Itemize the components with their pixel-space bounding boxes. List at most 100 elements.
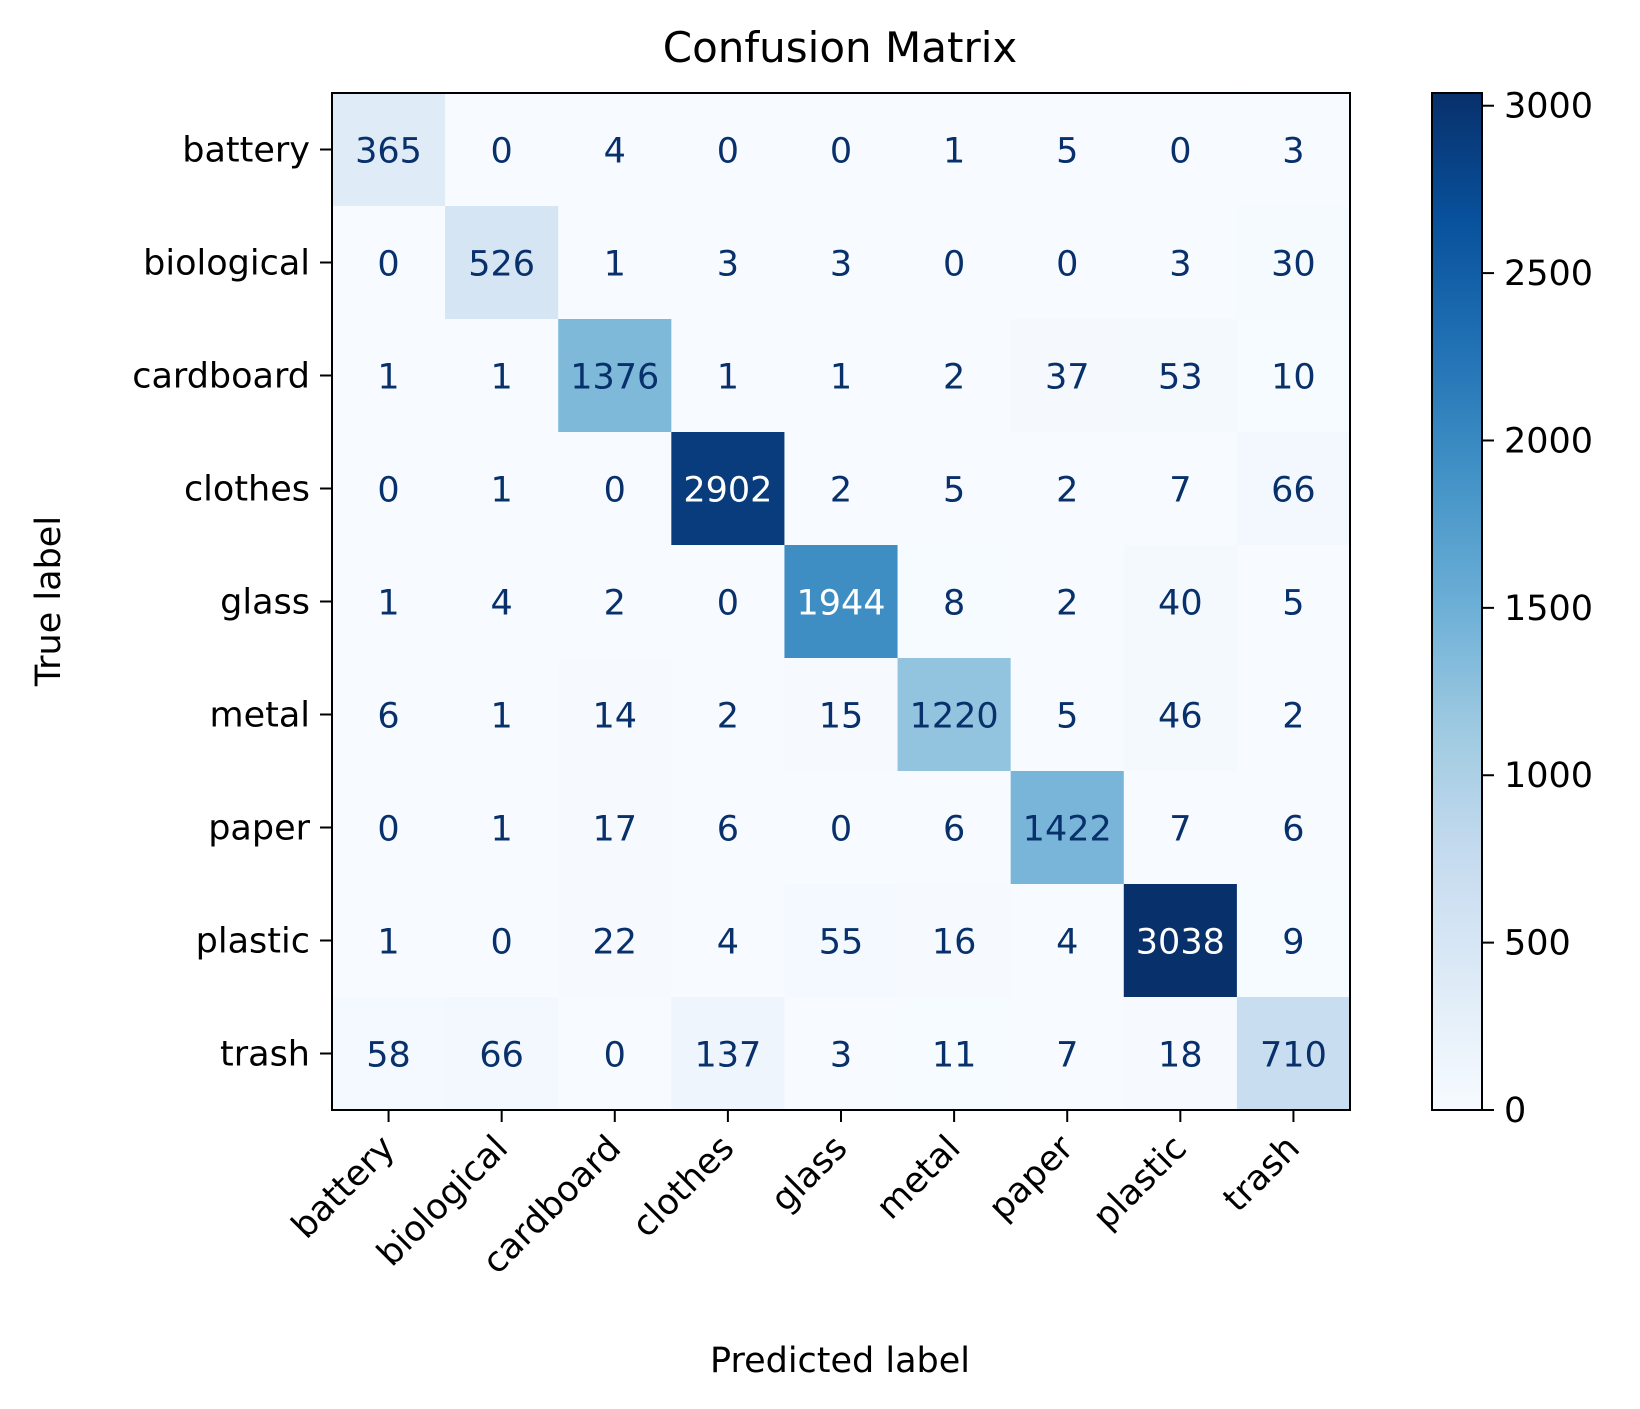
heatmap-cell-battery-cardboard: [558, 93, 672, 207]
heatmap-cell-clothes-metal: [897, 432, 1012, 546]
cell-value-label: 46: [1158, 697, 1203, 737]
heatmap-cell-cardboard-clothes: [671, 319, 786, 433]
cell-value-label: 9: [1282, 923, 1304, 963]
heatmap-cell-paper-metal: [897, 771, 1012, 885]
heatmap-cell-trash-trash: [1236, 997, 1351, 1111]
cell-value-label: 1: [717, 358, 739, 398]
y-tick-label-metal: metal: [209, 696, 310, 736]
heatmap-cell-battery-glass: [784, 93, 899, 207]
heatmap-cell-biological-paper: [1010, 206, 1125, 320]
heatmap-cell-cardboard-glass: [784, 319, 899, 433]
cell-value-label: 66: [1271, 471, 1316, 511]
cell-value-label: 0: [1169, 132, 1191, 172]
heatmap-cell-metal-clothes: [671, 658, 786, 772]
cell-value-label: 3: [830, 245, 852, 285]
cell-value-label: 7: [1169, 810, 1191, 850]
cell-value-label: 1: [491, 697, 513, 737]
colorbar-tick-label: 1000: [1504, 756, 1593, 796]
heatmap-cell-battery-plastic: [1123, 93, 1238, 207]
heatmap-cell-clothes-cardboard: [558, 432, 672, 546]
cell-value-label: 0: [491, 923, 513, 963]
heatmap-cell-battery-trash: [1236, 93, 1351, 207]
heatmap-cell-plastic-clothes: [671, 884, 786, 998]
heatmap-cell-metal-biological: [445, 658, 559, 772]
colorbar-tick-label: 2500: [1504, 254, 1593, 294]
heatmap-cell-paper-cardboard: [558, 771, 672, 885]
heatmap-cell-trash-biological: [445, 997, 559, 1111]
cell-value-label: 1: [830, 358, 852, 398]
cell-value-label: 14: [593, 697, 638, 737]
heatmap-cell-cardboard-biological: [445, 319, 559, 433]
heatmap-cell-clothes-glass: [784, 432, 899, 546]
cell-value-label: 0: [943, 245, 965, 285]
heatmap-cell-plastic-biological: [445, 884, 559, 998]
heatmap-cell-plastic-cardboard: [558, 884, 672, 998]
cell-value-label: 15: [819, 697, 864, 737]
cell-value-label: 0: [717, 132, 739, 172]
heatmap-cell-paper-paper: [1010, 771, 1125, 885]
heatmap-cell-clothes-battery: [332, 432, 446, 546]
cell-value-label: 17: [593, 810, 638, 850]
y-tick-label-paper: paper: [208, 809, 310, 849]
heatmap-cell-glass-biological: [445, 545, 559, 659]
heatmap-cell-battery-battery: [332, 93, 446, 207]
cell-value-label: 7: [1056, 1036, 1078, 1076]
heatmap-cell-glass-trash: [1236, 545, 1351, 659]
y-axis-title: True label: [29, 516, 69, 687]
cell-value-label: 2: [830, 471, 852, 511]
heatmap-cell-biological-trash: [1236, 206, 1351, 320]
heatmap-cell-cardboard-cardboard: [558, 319, 672, 433]
cell-value-label: 3: [1169, 245, 1191, 285]
cell-value-label: 1: [377, 358, 399, 398]
heatmap-cell-biological-battery: [332, 206, 446, 320]
cell-value-label: 11: [932, 1036, 977, 1076]
cell-value-label: 2: [717, 697, 739, 737]
cell-value-label: 1: [943, 132, 965, 172]
cell-value-label: 1376: [570, 358, 659, 398]
cell-value-label: 1: [491, 358, 513, 398]
cell-value-label: 6: [1282, 810, 1304, 850]
cell-value-label: 3038: [1136, 923, 1225, 963]
heatmap-cell-plastic-plastic: [1123, 884, 1238, 998]
heatmap-cell-glass-paper: [1010, 545, 1125, 659]
cell-value-label: 5: [1056, 132, 1078, 172]
y-tick-label-battery: battery: [182, 131, 310, 171]
y-axis: battery biological cardboard clothes glass me…: [132, 131, 332, 1075]
heatmap-cell-glass-battery: [332, 545, 446, 659]
heatmap-cell-metal-trash: [1236, 658, 1351, 772]
cell-value-label: 0: [377, 245, 399, 285]
heatmap-cell-trash-metal: [897, 997, 1012, 1111]
colorbar-tick-label: 2000: [1504, 421, 1593, 461]
cell-value-label: 1: [604, 245, 626, 285]
cell-value-label: 40: [1158, 584, 1203, 624]
y-tick-label-glass: glass: [220, 583, 310, 623]
heatmap-cell-biological-glass: [784, 206, 899, 320]
heatmap-cell-glass-glass: [784, 545, 899, 659]
heatmap-cell-paper-trash: [1236, 771, 1351, 885]
heatmap-cell-plastic-trash: [1236, 884, 1351, 998]
heatmap-cell-clothes-biological: [445, 432, 559, 546]
cell-value-label: 37: [1045, 358, 1090, 398]
heatmap-cell-cardboard-plastic: [1123, 319, 1238, 433]
heatmap-cell-trash-clothes: [671, 997, 786, 1111]
cell-value-label: 2: [1056, 584, 1078, 624]
heatmap-cell-paper-glass: [784, 771, 899, 885]
cell-value-label: 526: [468, 245, 535, 285]
cell-value-label: 0: [604, 1036, 626, 1076]
heatmap-cell-cardboard-paper: [1010, 319, 1125, 433]
heatmap-cell-battery-metal: [897, 93, 1012, 207]
cell-value-label: 66: [479, 1036, 524, 1076]
cell-value-label: 10: [1271, 358, 1316, 398]
heatmap-cell-metal-battery: [332, 658, 446, 772]
heatmap-cell-glass-cardboard: [558, 545, 672, 659]
heatmap-cell-biological-clothes: [671, 206, 786, 320]
heatmap-cell-plastic-metal: [897, 884, 1012, 998]
cell-value-label: 7: [1169, 471, 1191, 511]
cell-value-label: 1944: [796, 584, 885, 624]
heatmap-cell-glass-plastic: [1123, 545, 1238, 659]
heatmap-cell-battery-biological: [445, 93, 559, 207]
cell-value-label: 3: [1282, 132, 1304, 172]
heatmap-cell-glass-metal: [897, 545, 1012, 659]
